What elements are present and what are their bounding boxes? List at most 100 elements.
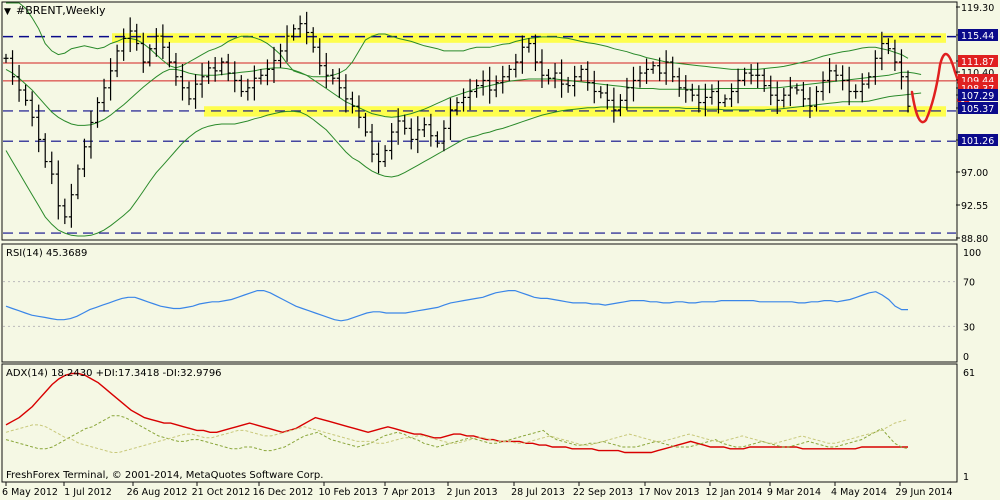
- adx-series-di: [5, 418, 909, 453]
- ohlc-bar: [55, 160, 61, 220]
- price-panel[interactable]: #BRENT,Weekly ▼ 119.30 115.44 111.87110.40…: [1, 1, 998, 245]
- price-tag-bg: [958, 89, 998, 101]
- price-axis-label: 107.29: [961, 91, 994, 102]
- ohlc-bar: [441, 120, 447, 152]
- price-axis-label: 110.40: [961, 68, 994, 79]
- ohlc-bar: [62, 198, 68, 225]
- ohlc-bar: [526, 38, 532, 53]
- ohlc-bar: [467, 78, 473, 111]
- ohlc-bar: [872, 50, 878, 85]
- rsi-panel-frame: [1, 243, 958, 363]
- ohlc-bar: [585, 61, 591, 91]
- price-axis-label: 88.80: [961, 234, 988, 245]
- ohlc-bar: [853, 84, 859, 99]
- ohlc-bar: [879, 31, 885, 71]
- ohlc-bar: [415, 116, 421, 154]
- ohlc-bars: [3, 11, 911, 228]
- ohlc-bar: [356, 95, 362, 129]
- ohlc-bar: [768, 75, 774, 106]
- ohlc-bar: [232, 61, 238, 93]
- ohlc-bar: [42, 133, 48, 168]
- ohlc-bar: [500, 65, 506, 94]
- time-axis-label: 17 Nov 2013: [639, 487, 700, 498]
- ohlc-bar: [591, 70, 597, 104]
- ohlc-bar: [702, 83, 708, 117]
- ohlc-bar: [245, 78, 251, 101]
- ohlc-bar: [709, 84, 715, 105]
- rsi-levels: [3, 281, 956, 327]
- ohlc-bar: [493, 75, 499, 98]
- ohlc-bar: [160, 24, 166, 60]
- ohlc-bar: [75, 164, 81, 200]
- ohlc-bar: [859, 73, 865, 103]
- ohlc-bar: [552, 63, 558, 89]
- collapse-arrow-icon[interactable]: ▼: [4, 7, 11, 17]
- price-y-axis: 119.30115.44111.87110.40109.44108.37107.…: [956, 3, 998, 245]
- ohlc-bar: [36, 104, 42, 153]
- ohlc-bar: [846, 66, 852, 106]
- ohlc-bar: [68, 183, 74, 228]
- ohlc-bar: [565, 76, 571, 93]
- ohlc-bar: [16, 64, 22, 102]
- ohlc-bar: [23, 84, 29, 106]
- ohlc-bar: [611, 87, 617, 123]
- adx-panel-title: ADX(14) 18.2430 +DI:17.3418 -DI:32.9796: [6, 368, 222, 379]
- ohlc-bar: [81, 138, 87, 178]
- ohlc-bar: [304, 11, 310, 45]
- ohlc-bar: [735, 68, 741, 104]
- ohlc-bar: [644, 58, 650, 84]
- time-axis-label: 1 Jul 2012: [64, 487, 112, 498]
- price-panel-title: #BRENT,Weekly: [16, 4, 106, 17]
- ohlc-bar: [193, 74, 199, 109]
- ohlc-bar: [820, 71, 826, 101]
- ohlc-bar: [630, 66, 636, 102]
- adx-series-adx: [5, 372, 908, 454]
- price-axis-label: 92.55: [961, 201, 988, 212]
- time-axis-label: 6 May 2012: [2, 487, 58, 498]
- adx-panel-frame: [1, 363, 958, 483]
- ohlc-bar: [421, 117, 427, 138]
- ohlc-bar: [637, 65, 643, 88]
- ohlc-bar: [166, 41, 172, 68]
- ohlc-bar: [206, 60, 212, 84]
- rsi-axis-label: 100: [963, 248, 981, 259]
- ohlc-bar: [454, 97, 460, 116]
- ohlc-bar: [624, 77, 630, 111]
- ohlc-bar: [297, 15, 303, 37]
- price-axis-label: 119.30: [961, 3, 994, 14]
- ohlc-bar: [539, 49, 545, 88]
- ohlc-bar: [447, 98, 453, 141]
- rsi-panel[interactable]: RSI(14) 45.3689 0 30 70 100: [1, 243, 981, 363]
- ohlc-bar: [487, 66, 493, 104]
- ohlc-bar: [278, 43, 284, 68]
- ohlc-bar: [480, 70, 486, 96]
- ohlc-bar: [670, 56, 676, 83]
- ohlc-bar: [428, 113, 434, 147]
- ohlc-bar: [395, 108, 401, 145]
- ohlc-bar: [807, 87, 813, 119]
- ohlc-bar: [617, 94, 623, 117]
- time-axis: 6 May 2012 1 Jul 2012 26 Aug 2012 21 Oct 20…: [2, 482, 953, 498]
- price-axis-tick-1: 115.44: [956, 29, 998, 42]
- ohlc-bar: [258, 69, 264, 85]
- ohlc-bar: [95, 97, 101, 128]
- ohlc-bar: [755, 62, 761, 88]
- price-panel-frame: [1, 1, 958, 241]
- price-axis-tick-7: 105.37: [956, 102, 998, 115]
- ohlc-bar: [729, 83, 735, 107]
- time-axis-label: 26 Aug 2012: [127, 487, 188, 498]
- ohlc-bar: [376, 142, 382, 174]
- ohlc-bar: [715, 80, 721, 114]
- ohlc-bar: [474, 79, 480, 98]
- ohlc-bar: [650, 61, 656, 74]
- price-axis-tick-0: 119.30: [956, 3, 994, 14]
- ohlc-bar: [199, 63, 205, 98]
- ohlc-bar: [572, 65, 578, 97]
- time-axis-label: 28 Jul 2013: [511, 487, 565, 498]
- ohlc-bar: [114, 44, 120, 78]
- adx-axis-label: 1: [963, 472, 969, 483]
- price-tag-bg: [958, 134, 998, 146]
- adx-panel[interactable]: ADX(14) 18.2430 +DI:17.3418 -DI:32.9796 …: [1, 363, 975, 483]
- ohlc-bar: [787, 76, 793, 107]
- ohlc-bar: [101, 78, 107, 112]
